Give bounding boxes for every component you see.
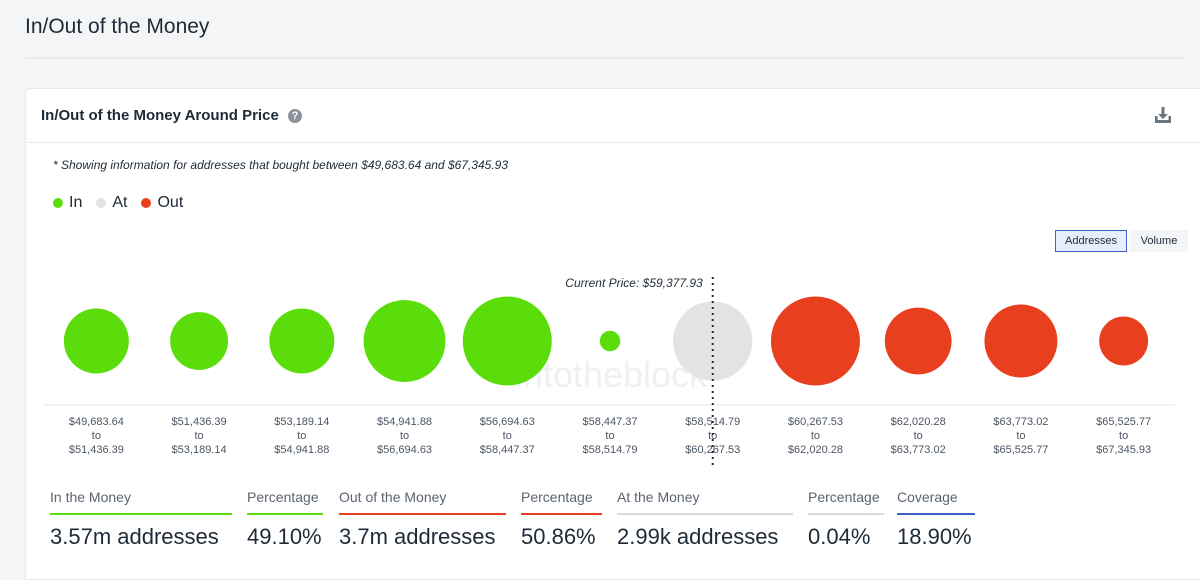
bubble-6[interactable]	[599, 330, 621, 352]
legend-label-at: At	[112, 194, 128, 211]
addresses-toggle-button[interactable]: Addresses	[1055, 230, 1127, 252]
stat-label-2: Percentage	[247, 489, 319, 505]
tick-label-low-1: $49,683.64	[69, 416, 124, 428]
bubble-1[interactable]	[63, 308, 129, 374]
tick-label-low-5: $56,694.63	[480, 416, 535, 428]
tick-label-low-3: $53,189.14	[274, 416, 329, 428]
card-divider	[26, 142, 1200, 143]
tick-label-joiner-5: to	[503, 430, 512, 442]
stat-label-5: At the Money	[617, 489, 700, 505]
stat-3: Out of the Money 3.7m addresses	[339, 489, 506, 550]
tick-label-joiner-11: to	[1119, 430, 1128, 442]
stat-value-1: 3.57m addresses	[50, 524, 219, 549]
bubble-2[interactable]	[170, 312, 229, 370]
stat-bar-5	[617, 513, 793, 515]
tick-label-joiner-9: to	[914, 430, 923, 442]
tick-label-joiner-7: to	[708, 430, 717, 442]
tick-label-joiner-3: to	[297, 430, 306, 442]
tick-label-high-10: $65,525.77	[993, 444, 1048, 456]
legend-item-at[interactable]: At	[96, 194, 127, 212]
tick-label-high-8: $62,020.28	[788, 444, 843, 456]
stat-value-4: 50.86%	[521, 524, 596, 549]
header-divider	[25, 57, 1185, 59]
tick-label-high-4: $56,694.63	[377, 444, 432, 456]
stat-bar-7	[897, 513, 975, 515]
stat-bar-2	[247, 513, 323, 515]
tick-label-joiner-8: to	[811, 430, 820, 442]
tick-label-high-9: $63,773.02	[891, 444, 946, 456]
stat-value-5: 2.99k addresses	[617, 524, 779, 549]
legend-item-out[interactable]: Out	[141, 194, 183, 212]
current-price-label: Current Price: $59,377.93	[565, 276, 703, 290]
legend-dot-out	[141, 198, 152, 208]
stat-label-6: Percentage	[808, 489, 880, 505]
tick-label-high-11: $67,345.93	[1096, 444, 1151, 456]
tick-label-joiner-10: to	[1016, 430, 1025, 442]
stat-value-6: 0.04%	[808, 524, 871, 549]
tick-label-joiner-2: to	[194, 430, 203, 442]
bubble-3[interactable]	[269, 308, 335, 374]
iotm-card: In/Out of the Money Around Price ? * Sho…	[25, 88, 1200, 580]
stat-6: Percentage 0.04%	[808, 489, 884, 550]
stat-bar-4	[521, 513, 602, 515]
bubble-11[interactable]	[1099, 316, 1149, 366]
page-title: In/Out of the Money	[25, 15, 210, 38]
page-header: In/Out of the Money	[0, 0, 1200, 59]
range-note: * Showing information for addresses that…	[53, 158, 508, 172]
legend: In At Out	[53, 194, 197, 212]
tick-label-high-7: $60,267.53	[685, 444, 740, 456]
help-icon[interactable]: ?	[288, 109, 302, 123]
stat-label-1: In the Money	[50, 489, 131, 505]
stat-1: In the Money 3.57m addresses	[50, 489, 232, 550]
legend-dot-in	[53, 198, 63, 208]
tick-label-joiner-1: to	[92, 430, 101, 442]
bubble-9[interactable]	[884, 307, 952, 375]
tick-label-high-1: $51,436.39	[69, 444, 124, 456]
stat-label-4: Percentage	[521, 489, 593, 505]
tick-label-high-6: $58,514.79	[582, 444, 637, 456]
legend-dot-at	[96, 198, 107, 208]
download-icon[interactable]	[1153, 105, 1173, 125]
bubble-10[interactable]	[984, 304, 1058, 378]
stat-bar-3	[339, 513, 506, 515]
stat-value-7: 18.90%	[897, 524, 972, 549]
tick-label-joiner-6: to	[605, 430, 614, 442]
stat-value-3: 3.7m addresses	[339, 524, 496, 549]
bubble-7[interactable]	[673, 301, 753, 381]
tick-label-low-4: $54,941.88	[377, 416, 432, 428]
stat-bar-1	[50, 513, 232, 515]
tick-label-low-9: $62,020.28	[891, 416, 946, 428]
stat-7: Coverage 18.90%	[897, 489, 975, 550]
bubble-4[interactable]	[363, 300, 446, 382]
tick-label-low-6: $58,447.37	[582, 416, 637, 428]
tick-label-high-3: $54,941.88	[274, 444, 329, 456]
stat-2: Percentage 49.10%	[247, 489, 323, 550]
legend-label-out: Out	[157, 194, 184, 211]
volume-toggle-button[interactable]: Volume	[1130, 230, 1188, 252]
stat-value-2: 49.10%	[247, 524, 322, 549]
stat-label-3: Out of the Money	[339, 489, 447, 505]
stat-5: At the Money 2.99k addresses	[617, 489, 793, 550]
tick-label-low-2: $51,436.39	[172, 416, 227, 428]
bubble-chart: intotheblock $49,683.64 to $51,436.39 $51,43…	[45, 276, 1175, 469]
tick-label-joiner-4: to	[400, 430, 409, 442]
tick-label-low-10: $63,773.02	[993, 416, 1048, 428]
tick-label-high-5: $58,447.37	[480, 444, 535, 456]
watermark-text: intotheblock	[515, 354, 708, 395]
tick-label-low-8: $60,267.53	[788, 416, 843, 428]
legend-label-in: In	[69, 194, 83, 211]
stat-bar-6	[808, 513, 884, 515]
bubble-5[interactable]	[462, 296, 552, 386]
bubble-8[interactable]	[770, 296, 860, 386]
stat-label-7: Coverage	[897, 489, 958, 505]
tick-label-high-2: $53,189.14	[172, 444, 227, 456]
tick-label-low-11: $65,525.77	[1096, 416, 1151, 428]
card-title: In/Out of the Money Around Price	[41, 107, 279, 124]
stat-4: Percentage 50.86%	[521, 489, 602, 550]
legend-item-in[interactable]: In	[53, 194, 82, 212]
